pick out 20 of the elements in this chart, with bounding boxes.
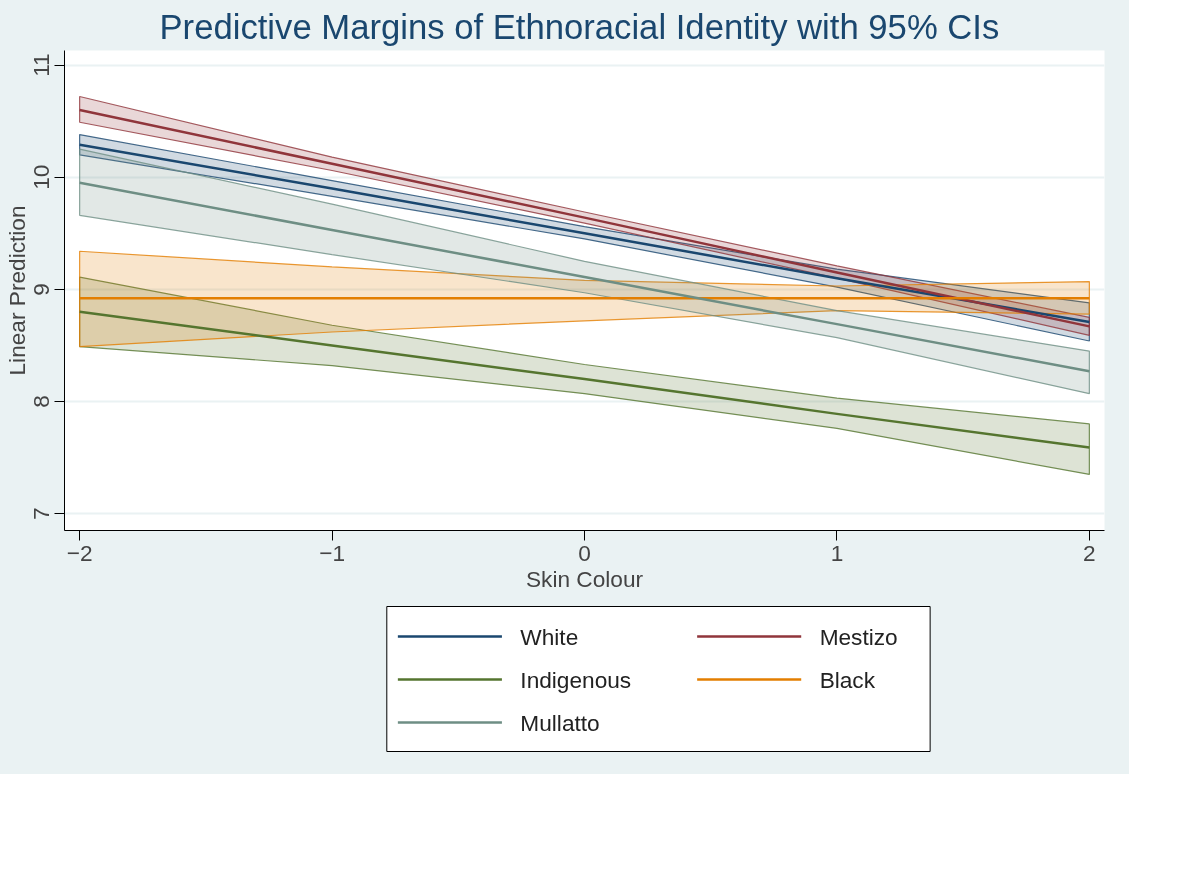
- line-series: [78, 310, 1091, 449]
- y-tick-label: 11: [28, 53, 55, 77]
- legend-label: White: [520, 623, 579, 650]
- x-tick-label: −2: [66, 539, 93, 566]
- y-tick-label: 7: [28, 507, 55, 520]
- line-series: [78, 181, 1091, 373]
- y-axis-title: Linear Prediction: [3, 205, 30, 376]
- chart-title: Predictive Margins of Ethnoracial Identity with 95% CIs: [159, 7, 1000, 46]
- y-tick-label: 8: [28, 395, 55, 408]
- x-tick-label: 2: [1083, 539, 1096, 566]
- x-tick-label: 0: [578, 539, 591, 566]
- y-tick-label: 10: [28, 164, 55, 190]
- x-axis-title: Skin Colour: [525, 565, 644, 592]
- legend-label: Black: [819, 666, 876, 693]
- legend-label: Indigenous: [520, 666, 632, 693]
- legend-label: Mullatto: [520, 709, 600, 736]
- legend-label: Mestizo: [819, 623, 898, 650]
- x-tick-label: −1: [319, 539, 345, 566]
- x-tick-label: 1: [830, 539, 844, 566]
- y-tick-label: 9: [28, 283, 55, 296]
